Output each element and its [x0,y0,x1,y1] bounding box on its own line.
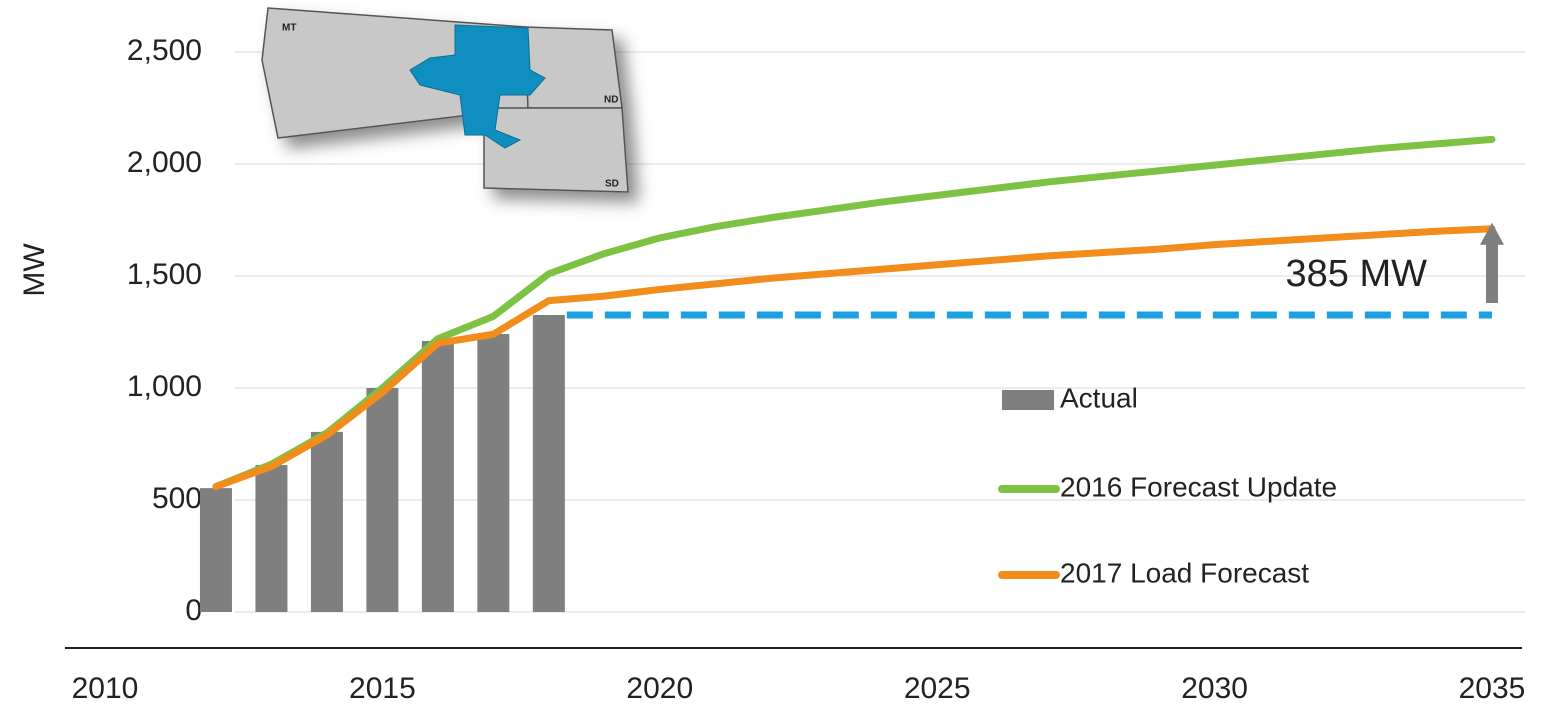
legend-label: 2016 Forecast Update [1060,471,1337,502]
legend-label: 2017 Load Forecast [1060,557,1309,588]
x-tick-label: 2025 [904,672,971,705]
x-tick-label: 2035 [1459,672,1526,705]
y-tick-label: 2,500 [127,34,202,67]
legend-swatch [1002,390,1054,410]
x-tick-label: 2030 [1181,672,1248,705]
bar [255,465,288,612]
line [212,225,1496,491]
x-tick-label: 2015 [349,672,416,705]
bar [421,340,454,612]
map-inset: MT ND SD [261,7,629,193]
annotation-arrowhead [1480,222,1504,245]
y-axis-label: MW [18,243,51,297]
y-tick-label: 2,000 [127,146,202,179]
legend-label: Actual [1060,382,1138,413]
x-tick-label: 2020 [626,672,693,705]
map-label: SD [605,179,619,190]
bar [532,314,565,612]
y-tick-label: 500 [152,482,202,515]
y-tick-label: 0 [185,594,202,627]
bar [310,431,343,612]
map-region [409,24,546,149]
y-tick-label: 1,500 [127,258,202,291]
bar [199,488,232,612]
x-tick-label: 2010 [72,672,139,705]
bar [366,388,399,612]
plot: 0 500 1,000 1,500 2,000 2,500 2010 2015 2020 2025… [65,34,1525,705]
annotation-label: 385 MW [1286,253,1428,295]
y-tick-label: 1,000 [127,370,202,403]
bar [477,334,510,612]
map-state [483,107,629,193]
map-label: ND [604,95,618,106]
map-label: MT [282,23,296,34]
